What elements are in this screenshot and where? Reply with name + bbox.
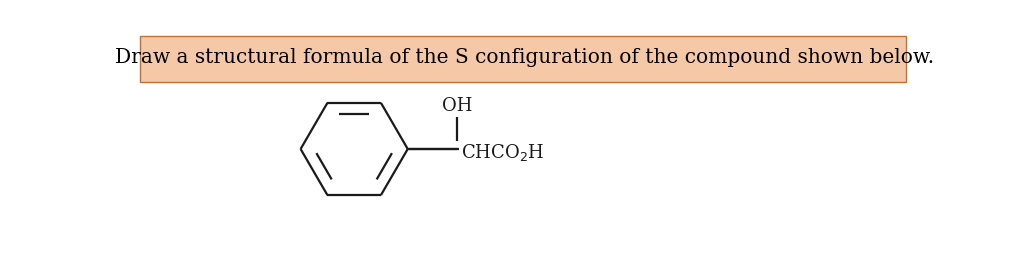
Text: OH: OH xyxy=(442,97,472,115)
Text: CHCO$_2$H: CHCO$_2$H xyxy=(461,142,545,163)
FancyBboxPatch shape xyxy=(140,36,905,82)
Text: Draw a structural formula of the S configuration of the compound shown below.: Draw a structural formula of the S confi… xyxy=(116,48,934,67)
